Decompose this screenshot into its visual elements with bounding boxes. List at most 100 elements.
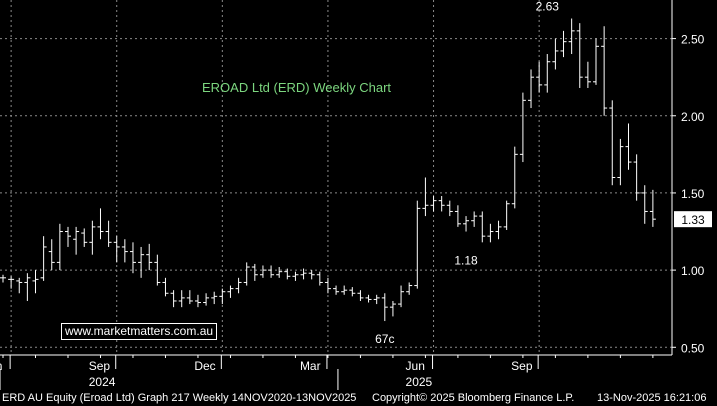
ohlc-bar-53: [430, 196, 437, 212]
y-tick-label-3: 2.00: [681, 110, 705, 124]
x-year-label-1: 2025: [406, 375, 433, 389]
y-tick-label-0: 0.50: [681, 341, 705, 355]
ohlc-bars: [0, 18, 656, 322]
ohlc-bar-6: [48, 239, 55, 271]
ohlc-bar-74: [601, 26, 608, 116]
ohlc-bar-59: [479, 211, 486, 243]
ohlc-bar-67: [544, 54, 551, 93]
ohlc-bar-56: [454, 205, 461, 227]
ohlc-bar-37: [300, 268, 307, 280]
ohlc-bar-29: [235, 277, 242, 294]
ohlc-bar-4: [32, 270, 39, 294]
ohlc-bar-27: [219, 288, 226, 305]
ohlc-bar-60: [487, 223, 494, 243]
x-month-label-5: Sep: [511, 359, 533, 373]
ohlc-bar-20: [162, 277, 169, 297]
ohlc-bar-8: [64, 226, 71, 247]
ohlc-bar-7: [56, 223, 63, 271]
ohlc-bar-70: [568, 18, 575, 55]
ohlc-bar-64: [519, 92, 526, 163]
x-month-label-1: Sep: [89, 359, 111, 373]
ohlc-bar-34: [276, 267, 283, 278]
ohlc-bar-3: [24, 273, 31, 301]
ohlc-bar-57: [463, 216, 470, 232]
ohlc-bar-36: [292, 271, 299, 281]
ohlc-bar-75: [609, 100, 616, 186]
ohlc-bar-68: [552, 38, 559, 70]
y-tick-label-4: 2.50: [681, 33, 705, 47]
ohlc-bar-47: [381, 293, 388, 322]
chart-annotations: 2.63 1.18 67c: [375, 0, 559, 346]
ohlc-bar-35: [284, 268, 291, 280]
ohlc-bar-2: [16, 277, 23, 294]
ohlc-bar-33: [268, 265, 275, 278]
ohlc-bar-38: [308, 270, 315, 280]
ohlc-bar-71: [576, 23, 583, 88]
ohlc-bar-21: [170, 290, 177, 308]
ohlc-bar-49: [398, 285, 405, 308]
ohlc-bar-51: [414, 200, 421, 289]
ohlc-bar-18: [146, 243, 153, 271]
ohlc-bar-48: [389, 300, 396, 317]
ohlc-bar-41: [333, 285, 340, 295]
watermark-link[interactable]: www.marketmatters.com.au: [61, 323, 218, 340]
axes: [0, 0, 676, 390]
x-month-label-0: Jun: [0, 359, 2, 373]
ohlc-bar-23: [186, 290, 193, 305]
ohlc-bar-76: [617, 138, 624, 186]
ohlc-bar-39: [316, 271, 323, 286]
ohlc-bar-40: [324, 277, 331, 294]
ohlc-bar-14: [113, 236, 120, 263]
ohlc-bar-1: [8, 276, 15, 289]
ohlc-bar-80: [649, 189, 656, 227]
ohlc-bar-16: [129, 242, 136, 274]
ohlc-bar-15: [121, 239, 128, 263]
ohlc-bar-25: [203, 293, 210, 306]
x-month-label-4: Jun: [406, 359, 425, 373]
x-month-label-2: Dec: [194, 359, 215, 373]
ohlc-bar-42: [341, 285, 348, 295]
ohlc-bar-9: [73, 226, 80, 255]
ohlc-bar-55: [446, 200, 453, 217]
ohlc-bar-13: [105, 220, 112, 247]
last-price-marker: 1.33: [674, 211, 712, 228]
ohlc-bar-44: [357, 290, 364, 301]
footer-bar: ERD AU Equity (Eroad Ltd) Graph 217 Week…: [0, 390, 717, 406]
ohlc-bar-26: [211, 291, 218, 305]
ohlc-bar-73: [593, 38, 600, 85]
last-price-label: 1.33: [681, 213, 705, 227]
ohlc-bar-22: [178, 290, 185, 308]
ohlc-bar-43: [349, 287, 356, 297]
ohlc-bar-65: [528, 69, 535, 109]
y-tick-label-2: 1.50: [681, 187, 705, 201]
ohlc-bar-31: [251, 263, 258, 281]
x-axis-labels: Jun Sep Dec Mar Jun Sep 2024 2025: [0, 359, 533, 389]
annotation-1: 1.18: [454, 253, 478, 267]
y-axis-labels: 0.50 1.00 1.50 2.00 2.50: [681, 33, 705, 356]
ohlc-bar-63: [511, 146, 518, 209]
chart-title: EROAD Ltd (ERD) Weekly Chart: [202, 80, 392, 95]
ohlc-bar-69: [560, 30, 567, 58]
ohlc-bar-17: [138, 246, 145, 278]
annotation-2: 67c: [375, 332, 394, 346]
ohlc-bar-30: [243, 262, 250, 286]
ohlc-bar-58: [471, 211, 478, 227]
ohlc-bar-32: [259, 265, 266, 278]
ohlc-bar-50: [406, 282, 413, 295]
ohlc-bar-24: [194, 294, 201, 308]
ohlc-bar-28: [227, 285, 234, 298]
ohlc-bar-5: [40, 236, 47, 281]
x-year-label-0: 2024: [89, 375, 116, 389]
ohlc-bar-52: [422, 177, 429, 217]
ohlc-bar-54: [438, 196, 445, 212]
last-price-box: [674, 211, 712, 228]
ohlc-bar-62: [503, 200, 510, 230]
grid-lines: [0, 0, 672, 355]
annotation-0: 2.63: [536, 0, 560, 14]
ohlc-bar-72: [584, 61, 591, 88]
ohlc-bar-77: [625, 123, 632, 170]
ohlc-bar-11: [89, 220, 96, 255]
ohlc-bar-79: [641, 185, 648, 224]
footer-timestamp: 13-Nov-2025 16:21:06: [597, 392, 707, 404]
footer-copyright: Copyright© 2025 Bloomberg Finance L.P.: [372, 392, 575, 404]
